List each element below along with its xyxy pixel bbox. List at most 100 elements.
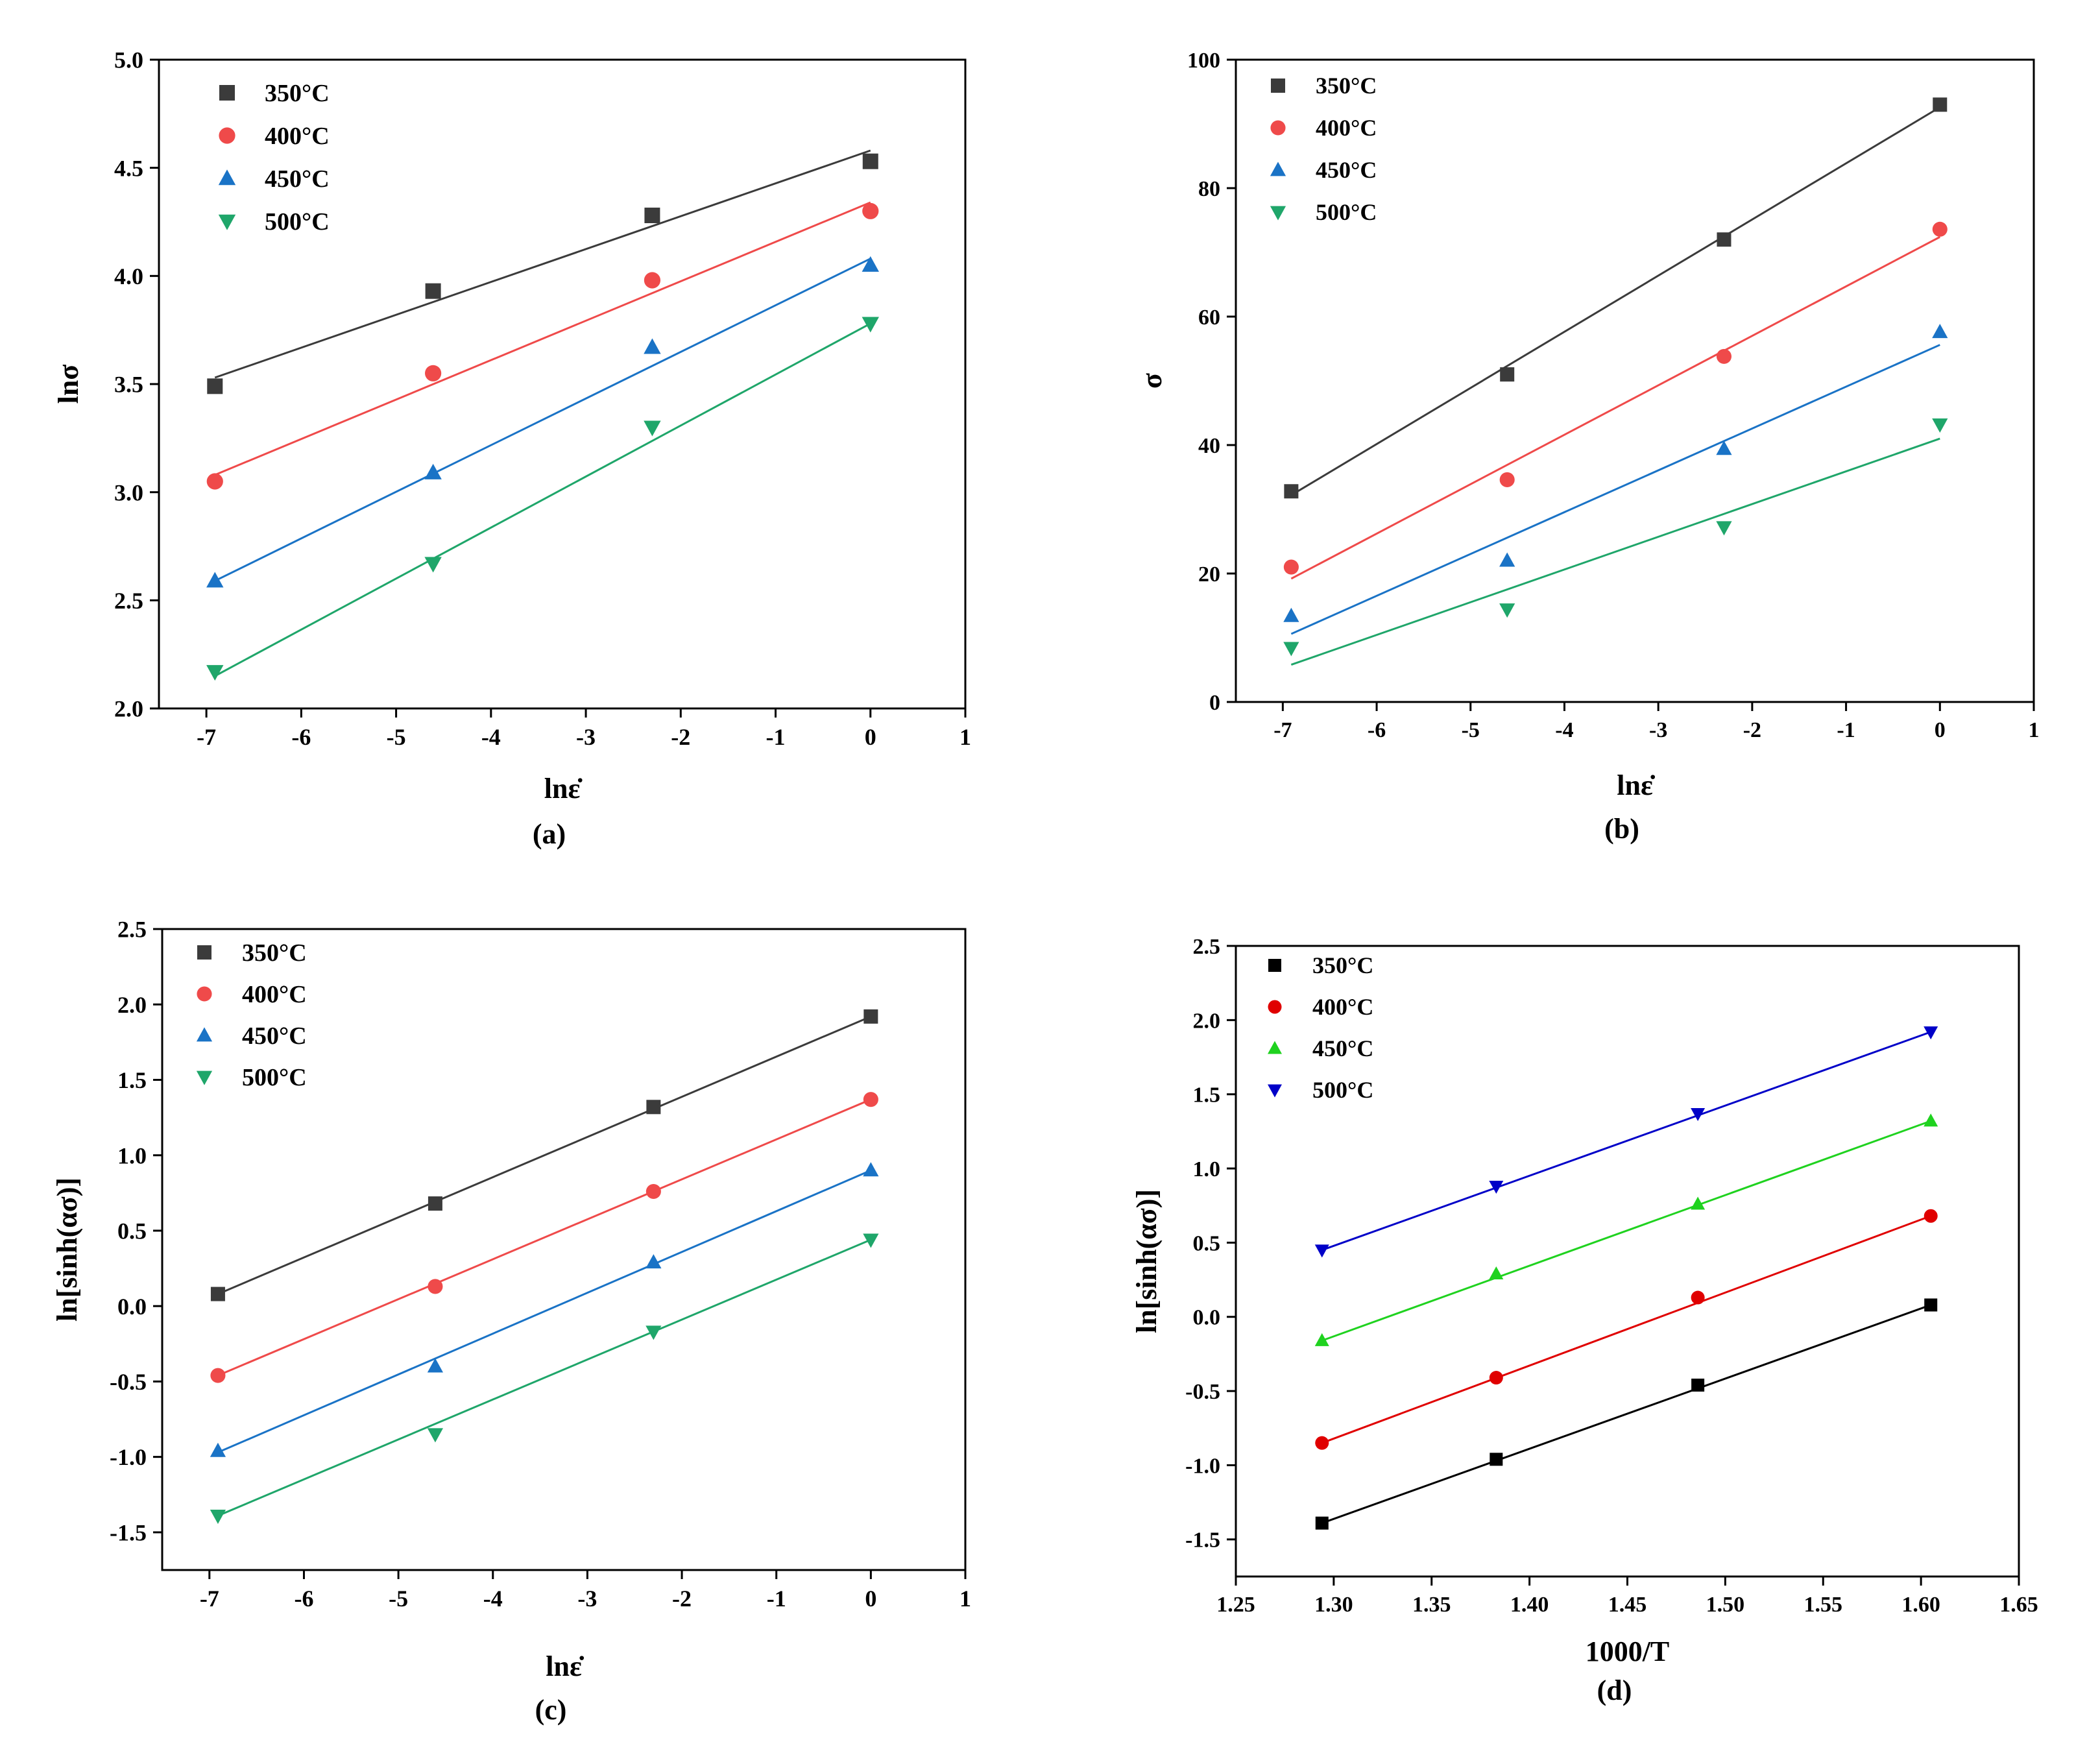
x-tick-label: -3 bbox=[1649, 718, 1667, 742]
data-point-450c bbox=[424, 463, 442, 479]
data-point-350c bbox=[1490, 1453, 1503, 1466]
data-point-450c bbox=[210, 1442, 226, 1457]
data-point-350c bbox=[644, 208, 660, 223]
legend-label: 450°C bbox=[1312, 1035, 1373, 1061]
y-tick-label: -0.5 bbox=[110, 1369, 147, 1395]
legend-label: 350°C bbox=[242, 939, 307, 967]
panel-a: -7 -6 -5 -4 -3 -2 -1 0 1 2.0 2.5 3.0 3.5 4.0 4.5 5.0 lnε… bbox=[53, 47, 971, 850]
data-point-350c bbox=[862, 153, 878, 169]
data-point-450c bbox=[1283, 607, 1299, 622]
legend-label: 450°C bbox=[242, 1022, 307, 1050]
data-point-450c bbox=[862, 256, 879, 272]
fit-line-450c bbox=[217, 1169, 871, 1454]
fit-line-450c bbox=[1290, 344, 1940, 635]
legend-marker bbox=[1268, 1000, 1282, 1014]
data-point-400c bbox=[206, 473, 223, 490]
y-tick-label: -1.0 bbox=[1185, 1454, 1220, 1478]
data-point-350c bbox=[428, 1196, 442, 1211]
x-tick-label: -7 bbox=[197, 724, 216, 750]
plot-frame bbox=[161, 928, 967, 1571]
data-point-500c bbox=[1716, 521, 1732, 536]
fit-line-350c bbox=[1321, 1304, 1931, 1525]
legend-label: 400°C bbox=[265, 123, 330, 150]
x-axis-title: 1000/T bbox=[1586, 1636, 1670, 1667]
x-tick-label: 1.55 bbox=[1804, 1593, 1843, 1617]
y-tick-label: 40 bbox=[1198, 434, 1220, 458]
data-point-400c bbox=[425, 365, 442, 381]
x-axis-title: lnε̇ bbox=[1617, 769, 1655, 801]
x-tick-label: -1 bbox=[767, 1586, 786, 1612]
legend-marker bbox=[196, 1027, 213, 1042]
legend-label: 500°C bbox=[1316, 199, 1377, 225]
plot-frame bbox=[158, 58, 967, 710]
x-tick-label: -6 bbox=[1368, 718, 1386, 742]
legend-marker bbox=[1271, 79, 1285, 93]
x-tick-label: -6 bbox=[291, 724, 311, 750]
data-point-500c bbox=[1691, 1107, 1706, 1121]
y-tick-label: 1.5 bbox=[117, 1067, 147, 1093]
data-point-350c bbox=[863, 1009, 878, 1024]
x-tick-label: 0 bbox=[865, 1586, 876, 1612]
y-tick-label: 0.0 bbox=[1193, 1306, 1221, 1330]
x-tick-label: 1.65 bbox=[1999, 1593, 2038, 1617]
fit-line-450c bbox=[214, 258, 871, 582]
data-point-400c bbox=[428, 1279, 443, 1294]
fit-line-400c bbox=[1321, 1214, 1931, 1444]
y-tick-label: -1.0 bbox=[110, 1444, 147, 1470]
x-tick-label: -2 bbox=[672, 1586, 692, 1612]
y-tick-label: 4.0 bbox=[114, 263, 143, 289]
x-tick-label: 1.40 bbox=[1510, 1593, 1549, 1617]
data-point-400c bbox=[1489, 1371, 1503, 1385]
plot-frame bbox=[1235, 58, 2035, 703]
x-tick-label: 1 bbox=[2029, 718, 2040, 742]
data-point-400c bbox=[645, 1183, 661, 1200]
x-tick-label: 1.50 bbox=[1706, 1593, 1745, 1617]
x-tick-label: 1.35 bbox=[1412, 1593, 1451, 1617]
x-tick-label: -2 bbox=[671, 724, 690, 750]
data-point-500c bbox=[644, 420, 661, 437]
data-point-450c bbox=[644, 338, 661, 354]
data-point-400c bbox=[1499, 472, 1515, 488]
y-axis-title: ln[sinh(ασ)] bbox=[1131, 1189, 1163, 1333]
legend-marker bbox=[219, 85, 235, 101]
x-tick-label: 1 bbox=[959, 1586, 971, 1612]
legend-marker bbox=[218, 169, 236, 186]
y-tick-label: 2.5 bbox=[1193, 935, 1221, 959]
panel-caption: (b) bbox=[1604, 813, 1639, 845]
x-tick-label: -2 bbox=[1743, 718, 1761, 742]
legend-marker bbox=[197, 945, 211, 960]
fit-line-400c bbox=[217, 1098, 871, 1377]
legend-marker bbox=[1268, 1084, 1282, 1098]
data-point-500c bbox=[210, 1509, 226, 1524]
x-axis-title: lnε̇ bbox=[546, 1650, 584, 1682]
data-point-450c bbox=[645, 1254, 662, 1269]
legend-marker bbox=[197, 986, 212, 1002]
data-point-500c bbox=[1314, 1244, 1329, 1258]
y-axis-title: ln[sinh(ασ)] bbox=[51, 1178, 83, 1322]
data-point-450c bbox=[1924, 1113, 1938, 1127]
y-tick-label: 2.5 bbox=[114, 588, 143, 614]
fit-line-500c bbox=[1321, 1031, 1931, 1251]
legend-marker bbox=[219, 127, 235, 144]
x-tick-label: 1.25 bbox=[1216, 1593, 1255, 1617]
x-tick-label: -1 bbox=[1837, 718, 1855, 742]
y-tick-label: 2.0 bbox=[114, 696, 143, 722]
data-point-500c bbox=[1283, 642, 1299, 657]
x-tick-label: -5 bbox=[387, 724, 406, 750]
x-tick-label: 1 bbox=[959, 724, 971, 750]
y-tick-label: 4.5 bbox=[114, 155, 143, 181]
data-point-500c bbox=[863, 1233, 879, 1248]
legend-marker bbox=[1270, 162, 1286, 176]
legend-label: 450°C bbox=[1316, 157, 1377, 183]
y-tick-label: 0.5 bbox=[1193, 1231, 1221, 1255]
data-point-350c bbox=[1691, 1378, 1705, 1392]
y-tick-label: -1.5 bbox=[110, 1519, 147, 1545]
y-axis-title: σ bbox=[1136, 373, 1168, 389]
panel-d: 1.25 1.30 1.35 1.40 1.45 1.50 1.55 1.60 1.65 -1.5… bbox=[1131, 935, 2038, 1706]
y-tick-label: -1.5 bbox=[1185, 1528, 1220, 1553]
panel-b: -7 -6 -5 -4 -3 -2 -1 0 1020406080100lnε̇σ(b)350°… bbox=[1136, 49, 2040, 845]
legend-label: 500°C bbox=[242, 1064, 307, 1091]
legend-label: 350°C bbox=[265, 80, 330, 107]
data-point-500c bbox=[1489, 1181, 1504, 1194]
legend-label: 350°C bbox=[1312, 952, 1373, 978]
